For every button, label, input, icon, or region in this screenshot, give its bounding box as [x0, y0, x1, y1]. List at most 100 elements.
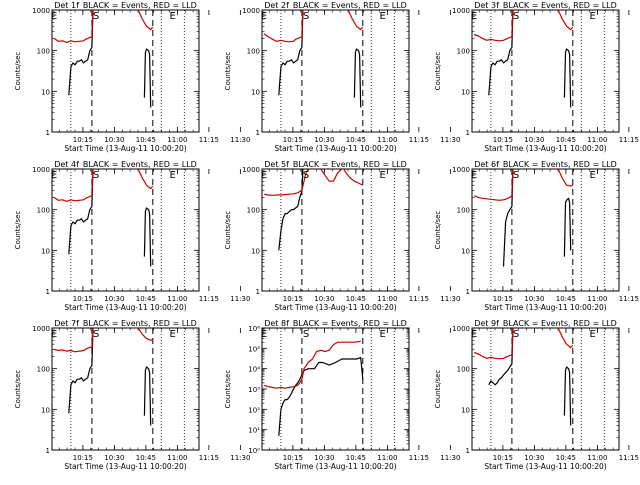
e-marker-label: E [471, 329, 477, 340]
panel-title: Det 3f_BLACK = Events, RED = LLD [474, 1, 617, 10]
panel-title: Det 5f_BLACK = Events, RED = LLD [264, 160, 407, 169]
lld-line [137, 169, 154, 190]
y-tick-label: 1000 [242, 7, 260, 15]
lld-line [53, 328, 94, 353]
panel-title: Det 6f_BLACK = Events, RED = LLD [474, 160, 617, 169]
y-axis-label: Counts/sec [224, 370, 232, 409]
lld-line [263, 10, 304, 43]
series-group [263, 169, 364, 251]
plot-frame [261, 168, 410, 292]
panel-det-4: Det 4f_BLACK = Events, RED = LLD 1 10 100 10… [14, 160, 250, 312]
x-tick-label: 10:45 [346, 454, 366, 462]
s-marker-label: S [513, 329, 519, 340]
events-line [68, 328, 94, 414]
y-axis-label: Counts/sec [224, 52, 232, 91]
x-tick-label: 10:45 [556, 295, 576, 303]
y-tick-label: 10 [251, 88, 260, 96]
panel-det-9: Det 9f_BLACK = Events, RED = LLD 1 10 100 10… [434, 319, 639, 471]
y-tick-label: 1000 [242, 166, 260, 174]
y-tick-label: 1000 [452, 166, 470, 174]
events-line [563, 197, 572, 257]
plot-frame [51, 327, 200, 451]
e-marker-label: E [51, 170, 57, 181]
series-group [263, 340, 364, 436]
events-line [278, 169, 304, 251]
panel-det-1: Det 1f_BLACK = Events, RED = LLD 1 10 100 10… [14, 1, 250, 153]
x-tick-label: 10:45 [136, 295, 156, 303]
y-tick-label: 1 [46, 288, 50, 296]
x-axis-label: Start Time (13-Aug-11 10:00:20) [64, 144, 186, 153]
panel-title: Det 4f_BLACK = Events, RED = LLD [54, 160, 197, 169]
y-tick-label: 10 [461, 247, 470, 255]
x-tick-label: 11:15 [619, 136, 639, 144]
lld-line [557, 10, 574, 31]
events-line [488, 10, 514, 96]
x-axis-label: Start Time (13-Aug-11 10:00:20) [484, 462, 606, 471]
events-line [563, 48, 572, 108]
events-line [353, 48, 362, 108]
series-group [263, 10, 364, 108]
x-tick-label: 11:00 [587, 454, 607, 462]
lld-line [473, 10, 514, 42]
x-tick-label: 10:30 [104, 295, 124, 303]
panel-det-6: Det 6f_BLACK = Events, RED = LLD 1 10 100 10… [434, 160, 639, 312]
x-axis-label: Start Time (13-Aug-11 10:00:20) [274, 303, 396, 312]
y-tick-label: 1000 [32, 7, 50, 15]
e-marker-label: E [471, 11, 477, 22]
y-tick-label: 10² [248, 406, 260, 414]
x-tick-label: 11:15 [409, 454, 429, 462]
e-marker-label: E [261, 11, 267, 22]
y-tick-label: 1 [46, 447, 50, 455]
events-line [143, 48, 152, 108]
x-tick-label: 10:15 [73, 295, 93, 303]
y-tick-label: 10 [41, 247, 50, 255]
y-tick-label: 10⁴ [248, 366, 260, 374]
x-tick-label: 11:15 [199, 454, 219, 462]
plot-frame [51, 9, 200, 133]
plot-frame [261, 9, 410, 133]
y-tick-label: 1 [466, 129, 470, 137]
series-group [473, 10, 574, 108]
events-line [68, 10, 94, 96]
series-group [53, 328, 153, 426]
events-line [68, 169, 94, 255]
y-axis-label: Counts/sec [14, 211, 22, 250]
s-marker-label: S [303, 170, 309, 181]
y-axis-label: Counts/sec [434, 52, 442, 91]
s-marker-label: S [93, 329, 99, 340]
x-tick-label: 10:15 [283, 454, 303, 462]
series-group [53, 169, 154, 267]
x-tick-label: 11:00 [167, 295, 187, 303]
x-tick-label: 11:30 [440, 454, 460, 462]
s-marker-label: S [303, 11, 309, 22]
x-tick-label: 10:15 [283, 295, 303, 303]
series-group [53, 10, 154, 108]
x-tick-label: 11:15 [409, 136, 429, 144]
e-marker-label: E [51, 329, 57, 340]
x-tick-label: 10:15 [73, 454, 93, 462]
x-tick-label: 11:00 [377, 454, 397, 462]
x-tick-label: 10:30 [524, 295, 544, 303]
y-axis-label: Counts/sec [14, 52, 22, 91]
x-tick-label: 11:00 [167, 454, 187, 462]
x-tick-label: 11:30 [230, 136, 250, 144]
panel-det-5: Det 5f_BLACK = Events, RED = LLD 1 10 100 10… [224, 160, 460, 312]
x-tick-label: 11:30 [230, 295, 250, 303]
y-tick-label: 100 [247, 48, 260, 56]
events-line [502, 169, 514, 267]
x-axis-label: Start Time (13-Aug-11 10:00:20) [64, 303, 186, 312]
plot-frame [471, 168, 620, 292]
x-tick-label: 10:45 [136, 136, 156, 144]
x-tick-label: 11:00 [587, 295, 607, 303]
lld-line [53, 10, 94, 44]
x-tick-label: 10:15 [493, 136, 513, 144]
y-axis-label: Counts/sec [14, 370, 22, 409]
x-tick-label: 10:45 [346, 136, 366, 144]
panel-det-2: Det 2f_BLACK = Events, RED = LLD 1 10 100 10… [224, 1, 460, 153]
s-marker-label: S [93, 11, 99, 22]
y-tick-label: 10⁶ [248, 325, 260, 333]
lld-line [347, 10, 364, 31]
x-axis-label: Start Time (13-Aug-11 10:00:20) [484, 144, 606, 153]
